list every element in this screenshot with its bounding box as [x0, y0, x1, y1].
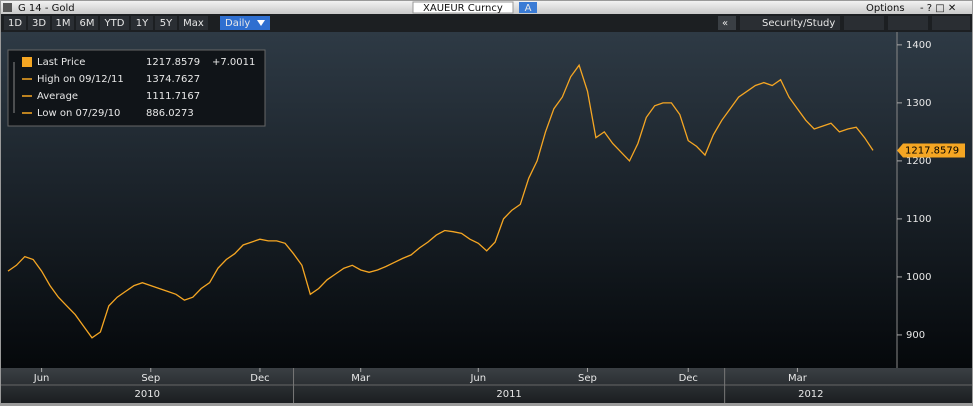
range-label: YTD [104, 18, 125, 29]
legend-change: +7.0011 [212, 57, 255, 68]
menu-icon[interactable] [3, 3, 12, 12]
range-label: 1M [56, 18, 71, 29]
legend-box [7, 49, 266, 127]
year-label: 2010 [135, 389, 160, 400]
security-title: G 14 - Gold [18, 3, 75, 14]
x-tick-label: Jun [33, 373, 50, 384]
range-button[interactable] [52, 16, 74, 30]
range-button[interactable] [4, 16, 26, 30]
legend-label: Average [37, 91, 78, 102]
range-buttons: 1D 3D 1M 6M YTD 1Y 5Y Max [4, 16, 208, 30]
price-line [7, 63, 874, 339]
legend-label: Last Price [37, 57, 85, 68]
legend: Last Price 1217.8579 +7.0011 High on 09/12/… [13, 57, 255, 119]
edit-button[interactable] [888, 16, 928, 30]
range-button[interactable] [131, 16, 153, 30]
x-tick-label: Dec [250, 373, 269, 384]
plot: 900 1000 1100 1200 1300 1400 Jun Sep Dec Mar Jun Se… [7, 40, 965, 403]
options[interactable]: Options [866, 3, 905, 14]
collapse-icon: « [722, 18, 728, 29]
range-label: 6M [80, 18, 95, 29]
frequency: Daily [225, 18, 250, 29]
study: Security/Study [762, 18, 835, 29]
range-button[interactable] [28, 16, 50, 30]
flag-button[interactable] [844, 16, 884, 30]
y-tick-label: 1100 [906, 214, 931, 225]
collapse-button[interactable] [718, 16, 736, 30]
range-label: 1D [8, 18, 22, 29]
last-price-label: 1217.8579 [905, 146, 959, 157]
legend-swatch [22, 57, 32, 67]
x-tick-label: Sep [578, 373, 597, 384]
frequency-box[interactable] [220, 16, 270, 30]
x-tick-label: Mar [351, 373, 371, 384]
range-button[interactable] [100, 16, 129, 30]
year-label: 2011 [496, 389, 521, 400]
range-button[interactable] [76, 16, 98, 30]
legend-label: Low on 07/29/10 [37, 108, 120, 119]
year-label: 2012 [798, 389, 823, 400]
x-tick-label: Mar [788, 373, 808, 384]
dropdown-arrow [257, 20, 265, 26]
ticker-box[interactable] [412, 1, 514, 14]
x-tick-label: Dec [679, 373, 698, 384]
ticker-mode: A [525, 3, 532, 14]
legend-label: High on 09/12/11 [37, 74, 124, 85]
range-button[interactable] [155, 16, 177, 30]
range-label: 3D [32, 18, 46, 29]
y-tick-label: 1400 [906, 40, 931, 51]
legend-value: 1217.8579 [146, 57, 200, 68]
x-tick-label: Sep [141, 373, 160, 384]
last-price-tag [897, 143, 965, 158]
ticker-mode-box[interactable] [519, 2, 537, 13]
range-button[interactable] [179, 16, 208, 30]
y-tick-label: 900 [906, 330, 925, 341]
y-tick-label: 1300 [906, 98, 931, 109]
legend-value: 1111.7167 [146, 91, 200, 102]
range-label: 1Y [136, 18, 149, 29]
legend-value: 1374.7627 [146, 74, 200, 85]
window-buttons[interactable]: - ? □ ✕ [920, 3, 956, 14]
y-tick-label: 1000 [906, 272, 931, 283]
legend-value: 886.0273 [146, 108, 194, 119]
settings-button[interactable] [932, 16, 970, 30]
study-box[interactable] [740, 16, 840, 30]
x-tick-label: Jun [469, 373, 486, 384]
range-label: 5Y [160, 18, 173, 29]
ticker: XAUEUR Curncy [423, 3, 503, 14]
range-label: Max [183, 18, 204, 29]
y-tick-label: 1200 [906, 156, 931, 167]
